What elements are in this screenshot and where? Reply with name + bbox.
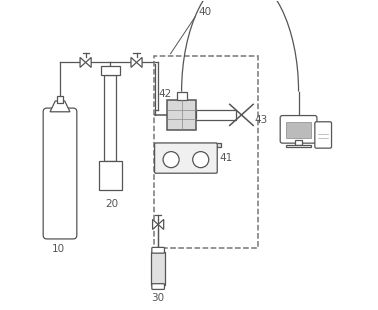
FancyBboxPatch shape	[152, 284, 164, 290]
Bar	[99, 161, 122, 190]
Polygon shape	[158, 219, 164, 229]
FancyBboxPatch shape	[315, 122, 332, 148]
Text: 43: 43	[255, 115, 268, 125]
Polygon shape	[85, 57, 91, 67]
Circle shape	[163, 152, 179, 168]
FancyBboxPatch shape	[152, 247, 164, 253]
Polygon shape	[80, 57, 85, 67]
Text: 10: 10	[52, 244, 65, 254]
Polygon shape	[136, 57, 142, 67]
Bar	[286, 144, 311, 148]
Bar	[57, 96, 63, 103]
Bar	[177, 91, 186, 100]
Polygon shape	[153, 219, 158, 229]
Polygon shape	[131, 57, 136, 67]
Bar	[101, 66, 119, 75]
Bar	[153, 56, 259, 248]
Bar	[156, 143, 221, 147]
Text: 30: 30	[152, 293, 165, 303]
Circle shape	[193, 152, 209, 168]
Bar	[286, 122, 311, 138]
Text: 20: 20	[105, 199, 118, 210]
FancyBboxPatch shape	[155, 143, 217, 173]
Bar	[295, 140, 302, 145]
Bar	[167, 100, 196, 130]
Bar	[104, 75, 116, 161]
Text: 40: 40	[198, 7, 211, 16]
Bar	[196, 110, 236, 120]
Bar	[151, 252, 165, 285]
FancyBboxPatch shape	[280, 116, 317, 143]
Text: 41: 41	[219, 153, 232, 163]
Polygon shape	[50, 101, 70, 112]
Text: 42: 42	[158, 89, 172, 99]
FancyBboxPatch shape	[43, 108, 77, 239]
